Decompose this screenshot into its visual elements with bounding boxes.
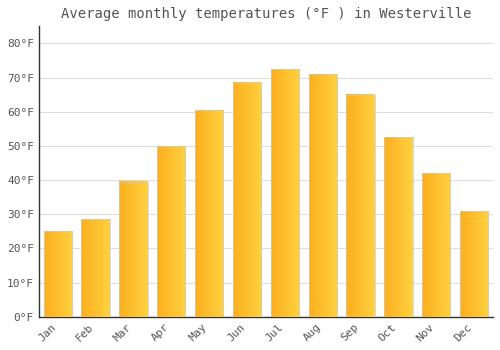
Bar [157, 146, 186, 317]
Bar [422, 173, 450, 317]
Bar [44, 231, 72, 317]
Bar [346, 94, 375, 317]
Title: Average monthly temperatures (°F ) in Westerville: Average monthly temperatures (°F ) in We… [60, 7, 471, 21]
Bar [82, 219, 110, 317]
Bar [233, 83, 261, 317]
Bar [270, 69, 299, 317]
Bar [308, 74, 337, 317]
Bar [195, 110, 224, 317]
Bar [460, 211, 488, 317]
Bar [384, 137, 412, 317]
Bar [119, 182, 148, 317]
